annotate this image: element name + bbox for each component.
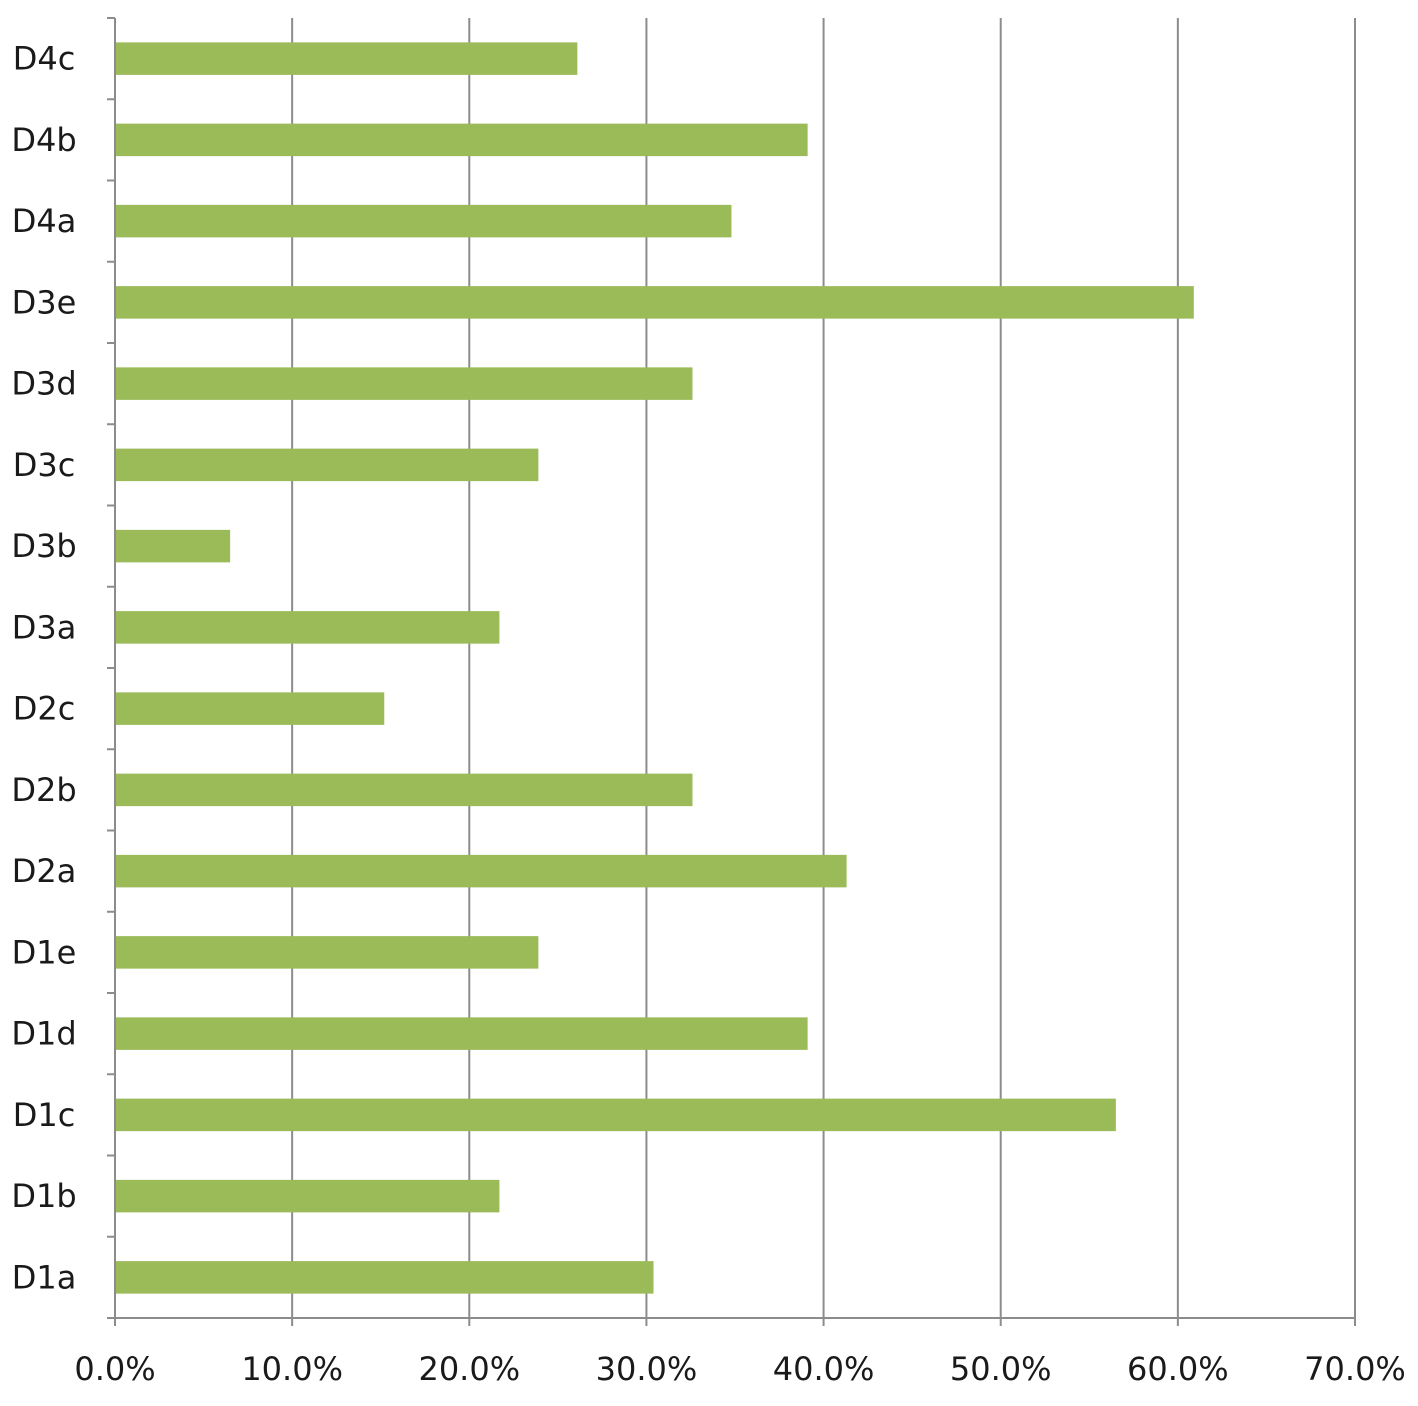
bar-d2c [115,692,385,725]
category-label-d4b: D4b [11,121,76,159]
category-label-d3b: D3b [11,527,76,565]
bar-d1e [115,936,539,969]
category-label-d3c: D3c [13,446,76,484]
category-label-d2c: D2c [13,690,76,728]
category-label-d4a: D4a [12,202,77,240]
x-tick-label: 10.0% [241,1350,343,1388]
bar-d2b [115,773,693,807]
category-label-d3d: D3d [11,365,76,403]
bar-d3a [115,611,500,644]
category-label-d1a: D1a [12,1258,77,1296]
bar-d1c [115,1098,1116,1132]
category-label-d1b: D1b [11,1177,76,1215]
bars [115,42,1194,1294]
bar-d3b [115,529,231,563]
x-tick-label: 60.0% [1127,1350,1229,1388]
category-label-d1c: D1c [13,1096,76,1134]
bar-d4c [115,42,578,75]
x-tick-label: 20.0% [418,1350,520,1388]
category-label-d3a: D3a [12,608,77,646]
bar-d3d [115,367,693,400]
category-label-d4c: D4c [13,40,76,78]
bar-d2a [115,854,847,888]
bar-d4a [115,204,732,238]
axes [107,17,1356,1326]
category-label-d2a: D2a [12,852,77,890]
x-tick-label: 70.0% [1304,1350,1406,1388]
category-label-d1d: D1d [11,1015,76,1053]
bar-d4b [115,123,808,157]
bar-d3e [115,286,1194,319]
bar-d3c [115,448,539,482]
x-tick-label: 50.0% [950,1350,1052,1388]
bar-d1b [115,1179,500,1213]
bar-d1a [115,1261,654,1294]
labels: 0.0% 10.0% 20.0% 30.0% 40.0% 50.0% 60.0% 70.0% D… [11,40,1405,1388]
x-tick-label: 40.0% [773,1350,875,1388]
category-label-d2b: D2b [11,771,76,809]
bar-d1d [115,1017,808,1050]
category-label-d3e: D3e [12,283,77,321]
x-tick-label: 30.0% [596,1350,698,1388]
x-tick-label: 0.0% [74,1350,155,1388]
category-label-d1e: D1e [12,933,77,971]
